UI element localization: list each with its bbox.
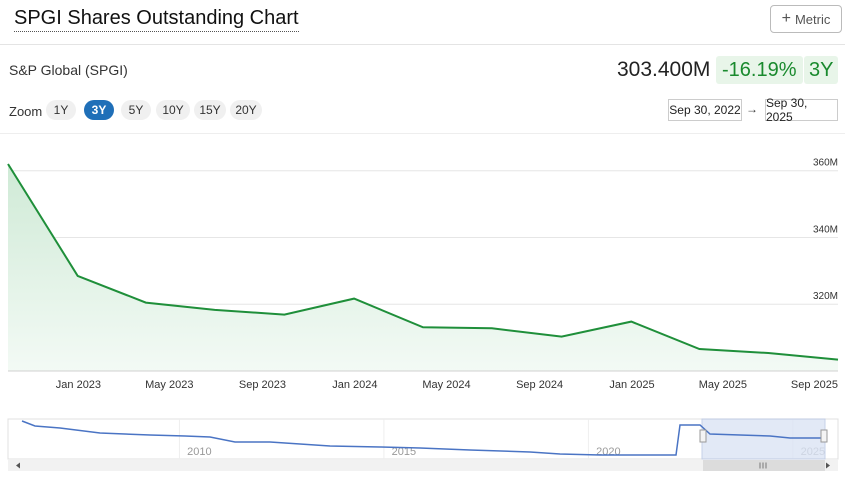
x-tick-label: May 2024: [422, 379, 470, 391]
x-tick-label: Sep 2025: [791, 379, 838, 391]
navigator-year-label: 2015: [392, 446, 416, 458]
series-area: [8, 164, 838, 371]
plus-icon: +: [781, 10, 791, 27]
navigator-year-label: 2010: [187, 446, 211, 458]
y-tick-label: 320M: [813, 291, 838, 302]
y-tick-label: 340M: [813, 224, 838, 235]
range-arrow: →: [746, 102, 758, 116]
x-tick-label: Jan 2024: [332, 379, 377, 391]
x-tick-label: Sep 2023: [239, 379, 286, 391]
current-value: 303.400M: [617, 58, 711, 81]
scroll-right-arrow-icon[interactable]: [826, 462, 830, 469]
zoom-10y-button[interactable]: 10Y: [156, 100, 190, 120]
navigator-handle[interactable]: [699, 429, 707, 443]
scrollbar-track[interactable]: [8, 460, 838, 471]
x-tick-label: Sep 2024: [516, 379, 563, 391]
add-metric-button[interactable]: + Metric: [770, 5, 842, 33]
zoom-5y-button[interactable]: 5Y: [121, 100, 151, 120]
x-tick-label: Jan 2025: [609, 379, 654, 391]
zoom-3y-button[interactable]: 3Y: [84, 100, 114, 120]
navigator-selection[interactable]: [701, 418, 826, 460]
zoom-label: Zoom: [9, 104, 43, 119]
header-divider: [0, 44, 845, 45]
navigator-handle[interactable]: [820, 429, 828, 443]
add-metric-label: Metric: [794, 11, 831, 27]
scrollbar-thumb[interactable]: [703, 460, 825, 471]
series-line: [7, 163, 839, 361]
zoom-1y-button[interactable]: 1Y: [46, 100, 76, 120]
x-tick-label: May 2023: [145, 379, 193, 391]
navigator-year-label: 2020: [596, 446, 620, 458]
change-badge: -16.19%: [716, 56, 803, 84]
chart-top-divider: [0, 133, 845, 134]
period-badge: 3Y: [804, 56, 839, 84]
y-tick-label: 360M: [813, 158, 838, 169]
x-tick-label: Jan 2023: [56, 379, 101, 391]
scroll-left-arrow-icon[interactable]: [16, 462, 20, 469]
x-tick-label: May 2025: [699, 379, 747, 391]
navigator-line: [21, 420, 825, 456]
company-name: S&P Global (SPGI): [9, 62, 128, 78]
zoom-20y-button[interactable]: 20Y: [230, 100, 262, 120]
start-date-input[interactable]: Sep 30, 2022: [668, 99, 742, 121]
zoom-15y-button[interactable]: 15Y: [194, 100, 226, 120]
page-title: SPGI Shares Outstanding Chart: [14, 7, 299, 32]
navigator[interactable]: 2010201520202025: [0, 415, 845, 489]
end-date-input[interactable]: Sep 30, 2025: [765, 96, 838, 124]
